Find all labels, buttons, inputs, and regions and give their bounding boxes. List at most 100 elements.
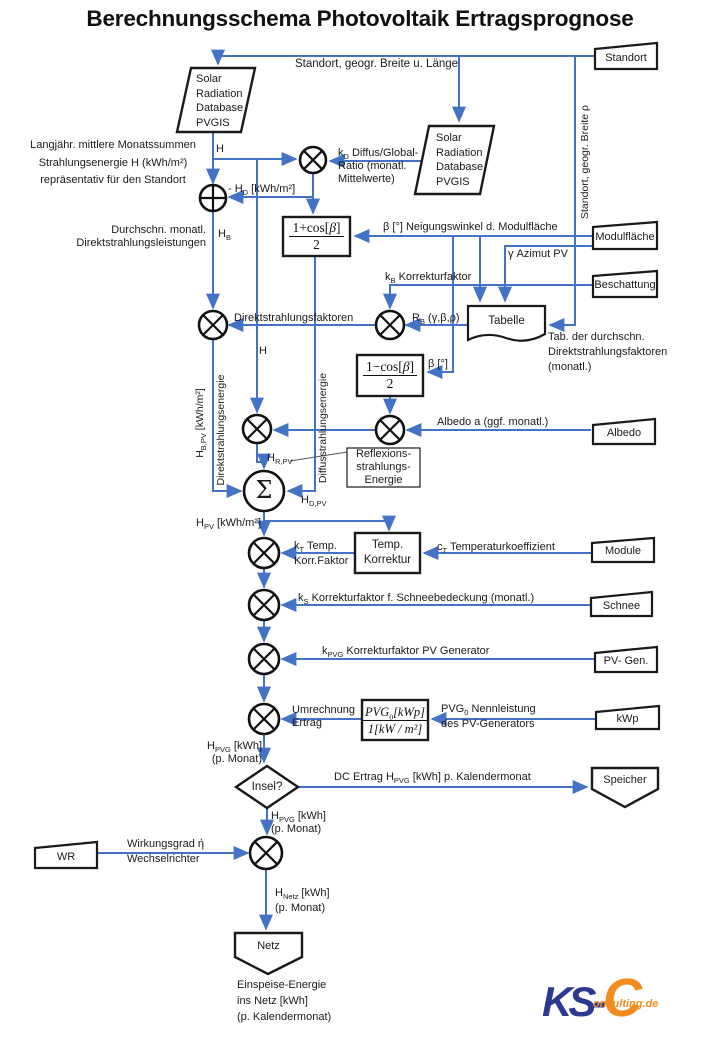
albedo-input-shape: [591, 417, 657, 446]
sum-node-sigma: [242, 469, 286, 513]
page-title: Berechnungsschema Photovoltaik Ertragspr…: [86, 6, 634, 31]
netz-label: Netz: [257, 940, 280, 952]
pvgis1-database-shape: [175, 66, 257, 134]
label-kpvg-generator: kPVG Korrekturfaktor PV Generator: [322, 645, 490, 660]
formula-pvg-numerator: PVG0[kWp]: [362, 704, 429, 721]
label-ct-temperaturkoeffizient: cT Temperaturkoeffizient: [437, 541, 555, 556]
label-vertical-standort-breite: Standort, geogr. Breite ρ: [579, 105, 591, 219]
connector-hrpv-to-sum: [256, 443, 271, 470]
label-hb: HB: [218, 228, 231, 243]
schnee-label: Schnee: [602, 599, 641, 612]
label-hnetz-monat: HNetz [kWh] (p. Monat): [275, 887, 330, 914]
temp-korrektur-label: Temp. Korrektur: [363, 539, 412, 566]
logo-c-text: C: [603, 968, 642, 1028]
albedo-label: Albedo: [606, 427, 642, 439]
logo-suffix-text: onsulting.de: [593, 998, 659, 1010]
beschattung-label: Beschattung: [594, 279, 656, 291]
ksc-logo: KS- C onsulting.de: [540, 968, 700, 1034]
reflexion-note-box: [346, 447, 421, 488]
kwp-label: kWp: [616, 713, 639, 725]
label-durchschn-direktstrahlung: Durchschn. monatl. Direktstrahlungsleist…: [76, 224, 206, 249]
module-input-shape: [590, 536, 656, 564]
plus-node-hb: [198, 183, 228, 213]
netz-output-shape: [233, 931, 304, 976]
label-hpvg-monat-1: HPVG [kWh] (p. Monat): [207, 740, 262, 765]
label-standort-breite-laenge: Standort, geogr. Breite u. Länge: [295, 58, 459, 70]
formula-diffus-denominator: 2: [313, 237, 320, 252]
formula-reflexion-denominator: 2: [386, 376, 394, 391]
logo-ks-text: KS-: [542, 978, 606, 1025]
standort-label: Standort: [605, 51, 647, 64]
multiply-node-ks: [247, 588, 281, 622]
formula-pvg: PVG0[kWp] 1[kW / m²]: [362, 701, 429, 739]
connector-gamma-to-tabelle: [498, 245, 593, 303]
tabelle-document-shape: [466, 304, 547, 342]
formula-pvg-denominator: 1[kW / m²]: [367, 721, 423, 736]
label-pvg0-nennleistung: PVG0 Nennleistung des PV-Generators: [441, 703, 536, 730]
label-tabelle-note: Tab. der durchschn. Direktstrahlungsfakt…: [548, 331, 668, 373]
label-umrechnung-ertrag: Umrechnung Ertrag: [292, 704, 355, 729]
label-albedo-monatl: Albedo a (ggf. monatl.): [437, 416, 549, 428]
pv-gen-label: PV- Gen.: [603, 655, 649, 667]
kwp-input-shape: [594, 704, 661, 731]
multiply-node-direktstrahlung: [197, 309, 229, 341]
label-kd-diffus-global: kD Diffus/Global- Ratio (monatl. Mittelw…: [338, 147, 419, 185]
formula-reflexion: 1−cos[β] 2: [358, 356, 422, 395]
pvgis2-label: Solar Radiation Database PVGIS: [436, 132, 484, 188]
label-kb-korrekturfaktor: kB Korrekturfaktor: [385, 271, 472, 286]
speicher-label: Speicher: [603, 774, 647, 786]
multiply-node-umrechnung: [247, 702, 281, 736]
wr-input-shape: [33, 840, 99, 870]
pvgis2-database-shape: [413, 124, 496, 196]
label-minus-hd: - HD [kWh/m²]: [228, 183, 296, 198]
connector-hbpv-to-sum: [212, 339, 243, 498]
connector-hdpv-to-sum: [286, 256, 316, 498]
label-beta-neigungswinkel: β [°] Neigungswinkel d. Modulfläche: [383, 221, 558, 233]
pvgen-input-shape: [593, 645, 659, 674]
label-ks-schneebedeckung: kS Korrekturfaktor f. Schneebedeckung (m…: [298, 592, 535, 607]
multiply-node-wechselrichter: [248, 835, 284, 871]
label-hdpv: HD,PV: [301, 494, 327, 509]
speicher-output-shape: [590, 766, 660, 809]
multiply-node-rb: [374, 309, 406, 341]
sigma-symbol: Σ: [255, 475, 273, 504]
label-einspeise-energie: Einspeise-Energie ins Netz [kWh] (p. Kal…: [237, 979, 332, 1023]
label-vertical-direktstrahlungsenergie: Direktstrahlungsenergie: [215, 374, 227, 486]
pvgis1-label: Solar Radiation Database PVGIS: [196, 73, 244, 129]
wr-label: WR: [56, 850, 76, 863]
multiply-node-reflexion: [241, 413, 273, 445]
multiply-node-kpvg: [247, 642, 281, 676]
insel-decision-shape: [233, 764, 301, 810]
connector-standort-to-pvgis1: [211, 49, 595, 66]
beschattung-input-shape: [591, 269, 659, 299]
label-gamma-azimut: γ Azimut PV: [508, 248, 568, 260]
connector-hpv-to-tempkorr: [264, 515, 396, 532]
reflexion-callout-leader: [289, 451, 348, 462]
tabelle-label: Tabelle: [488, 315, 525, 327]
formula-diffus: 1+cos[β] 2: [284, 218, 349, 255]
multiply-node-kd: [298, 145, 328, 175]
modulflaeche-input-shape: [591, 220, 659, 251]
label-vertical-hbpv: HB,PV [kWh/m²]: [194, 388, 209, 458]
standort-input-shape: [593, 41, 659, 71]
connector-standort-to-tabelle: [548, 56, 576, 332]
label-beta-grad: β [°]: [428, 358, 448, 370]
reflexion-note-label: Reflexions- strahlungs- Energie: [355, 448, 412, 486]
formula-diffus-numerator: 1+cos[β]: [289, 220, 344, 237]
label-hpvg-monat-2: HPVG [kWh] (p. Monat): [271, 810, 326, 835]
connector-kb-to-rb-node: [383, 284, 593, 310]
label-wirkungsgrad-wechselrichter: Wirkungsgrad ή Wechselrichter: [127, 838, 205, 865]
label-langjaehr-monatssummen: Langjähr. mittlere Monatssummen Strahlun…: [30, 139, 196, 186]
schnee-input-shape: [589, 590, 654, 618]
formula-reflexion-numerator: 1−cos[β]: [362, 359, 418, 376]
label-rb-faktor: RB (γ,β,ρ): [412, 312, 460, 327]
label-direktstrahlungsfaktoren: Direktstrahlungsfaktoren: [234, 312, 354, 324]
multiply-node-kt: [247, 536, 281, 570]
temp-korrektur-box: [353, 531, 422, 575]
label-h-global: H: [216, 143, 224, 155]
modulflaeche-label: Modulfläche: [595, 230, 655, 243]
label-vertical-diffusstrahlungsenergie: Diffusstrahlungsenergie: [317, 372, 329, 484]
module-label: Module: [604, 545, 642, 557]
